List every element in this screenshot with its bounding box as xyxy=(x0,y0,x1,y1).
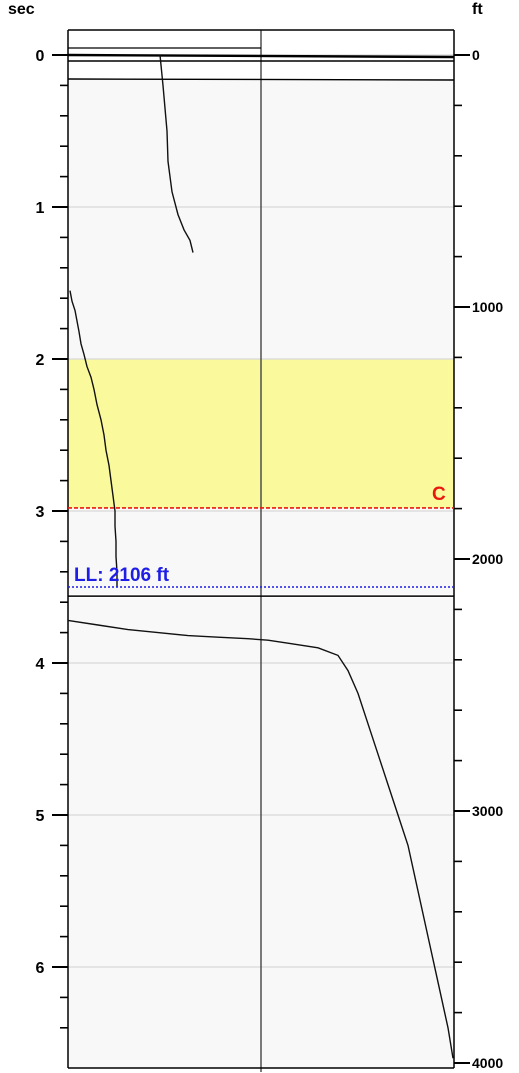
right-tick-label: 2000 xyxy=(472,551,503,567)
series-traces xyxy=(67,54,454,1059)
right-tick-label: 3000 xyxy=(472,803,503,819)
series-1-trace xyxy=(159,54,194,253)
series-2-trace xyxy=(69,290,118,587)
left-tick-label: 3 xyxy=(36,504,45,521)
right-axis: 0 1000 2000 3000 4000 xyxy=(454,47,503,1071)
left-axis: 0 1 2 3 4 5 6 xyxy=(36,48,68,1029)
header-line xyxy=(67,53,455,59)
left-axis-unit: sec xyxy=(8,1,35,18)
c-line-label: C xyxy=(432,484,446,505)
right-tick-label: 1000 xyxy=(472,299,503,315)
right-tick-label: 0 xyxy=(472,47,480,63)
left-tick-label: 2 xyxy=(36,352,45,369)
left-tick-label: 1 xyxy=(36,200,45,217)
left-tick-label: 0 xyxy=(36,48,45,65)
header-line xyxy=(67,78,455,81)
right-tick-label: 4000 xyxy=(472,1055,503,1071)
gridlines xyxy=(67,29,455,1072)
left-tick-label: 6 xyxy=(36,960,45,977)
right-axis-unit: ft xyxy=(472,1,483,18)
ll-line-label: LL: 2106 ft xyxy=(74,565,170,586)
series-3-trace xyxy=(67,619,454,1059)
annotations: C LL: 2106 ft xyxy=(68,484,454,588)
left-tick-label: 4 xyxy=(36,656,45,673)
left-tick-label: 5 xyxy=(36,808,45,825)
